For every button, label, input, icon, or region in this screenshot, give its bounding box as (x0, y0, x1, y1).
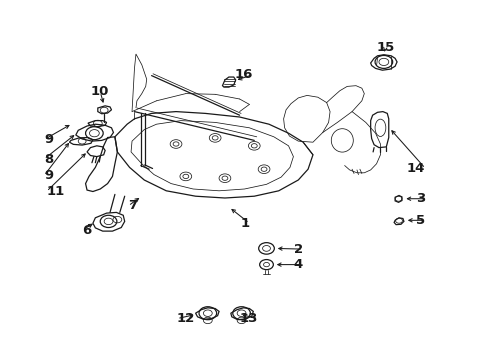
Text: 15: 15 (375, 41, 394, 54)
Text: 14: 14 (406, 162, 425, 175)
Text: 9: 9 (44, 169, 53, 182)
Text: 7: 7 (128, 199, 137, 212)
Text: 8: 8 (44, 153, 53, 166)
Text: 3: 3 (415, 192, 425, 205)
Text: 9: 9 (44, 133, 53, 146)
Text: 4: 4 (293, 258, 303, 271)
Text: 12: 12 (177, 312, 195, 325)
Text: 5: 5 (415, 214, 425, 227)
Text: 1: 1 (240, 217, 249, 230)
Text: 16: 16 (234, 68, 253, 81)
Text: 13: 13 (239, 312, 258, 325)
Text: 2: 2 (293, 243, 303, 256)
Text: 10: 10 (91, 85, 109, 98)
Text: 6: 6 (82, 224, 91, 237)
Text: 11: 11 (46, 185, 64, 198)
